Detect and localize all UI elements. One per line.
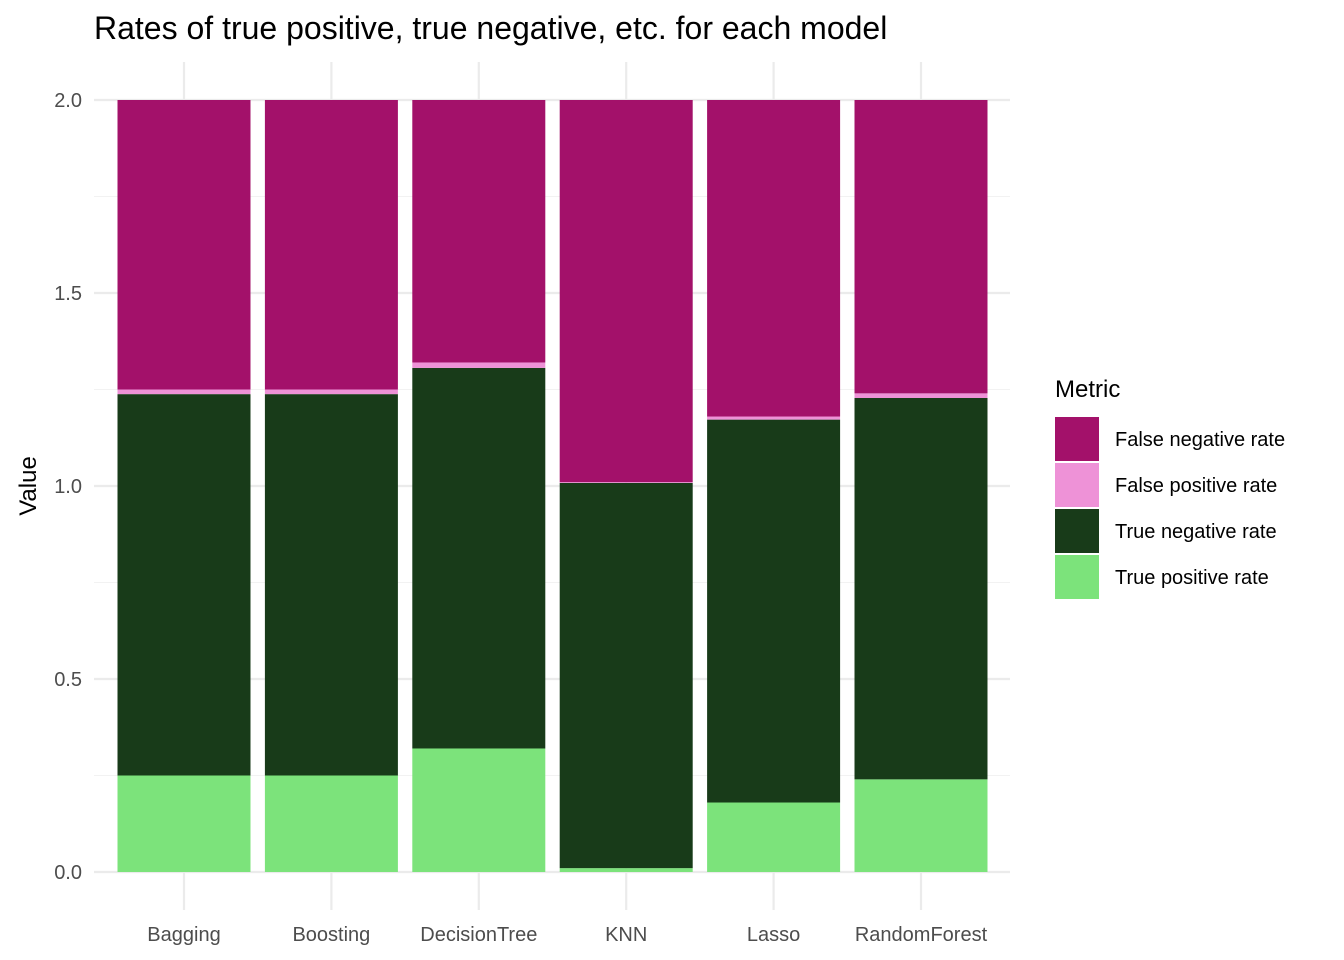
bar-segment-false-negative-rate bbox=[559, 100, 693, 483]
legend-key bbox=[1055, 509, 1099, 553]
bar-segment-true-negative-rate bbox=[264, 394, 398, 776]
x-axis-ticks: Bagging Boosting DecisionTree KNN Lasso Rando… bbox=[147, 924, 987, 946]
chart-title: Rates of true positive, true negative, e… bbox=[94, 10, 887, 46]
bar-segment-true-positive-rate bbox=[559, 868, 693, 872]
legend-label: False positive rate bbox=[1115, 475, 1277, 497]
bar-segment-false-negative-rate bbox=[854, 100, 988, 394]
bar-segment-true-positive-rate bbox=[117, 775, 251, 872]
y-axis-title: Value bbox=[15, 456, 42, 516]
bar-segment-true-negative-rate bbox=[412, 367, 546, 749]
legend-label: True negative rate bbox=[1115, 521, 1277, 543]
legend-key bbox=[1055, 463, 1099, 507]
bar-segment-true-negative-rate bbox=[117, 394, 251, 776]
legend-key bbox=[1055, 417, 1099, 461]
bar-segment-true-positive-rate bbox=[854, 779, 988, 872]
legend-label: True positive rate bbox=[1115, 567, 1269, 589]
bar-segment-false-negative-rate bbox=[707, 100, 841, 417]
bar-segment-true-negative-rate bbox=[854, 397, 988, 780]
bars bbox=[117, 100, 988, 872]
bar-segment-true-positive-rate bbox=[707, 802, 841, 872]
bar-segment-false-positive-rate bbox=[559, 482, 693, 483]
x-tick-label: Lasso bbox=[747, 924, 800, 946]
bar-segment-true-positive-rate bbox=[412, 748, 546, 872]
y-tick-label: 1.5 bbox=[54, 283, 82, 305]
bar-segment-false-negative-rate bbox=[264, 100, 398, 390]
x-tick-label: DecisionTree bbox=[420, 924, 537, 946]
bar-segment-false-positive-rate bbox=[117, 389, 251, 395]
y-axis-ticks: 0.0 0.5 1.0 1.5 2.0 bbox=[54, 90, 82, 884]
bar-segment-false-positive-rate bbox=[412, 362, 546, 368]
bar-segment-false-positive-rate bbox=[264, 389, 398, 395]
bar-segment-false-negative-rate bbox=[117, 100, 251, 390]
x-tick-label: KNN bbox=[605, 924, 647, 946]
bar-segment-false-positive-rate bbox=[707, 416, 841, 420]
legend-label: False negative rate bbox=[1115, 429, 1285, 451]
x-tick-label: Bagging bbox=[147, 924, 220, 946]
bar-segment-true-negative-rate bbox=[559, 482, 693, 869]
y-tick-label: 1.0 bbox=[54, 476, 82, 498]
y-tick-label: 2.0 bbox=[54, 90, 82, 112]
x-tick-label: RandomForest bbox=[855, 924, 988, 946]
x-tick-label: Boosting bbox=[292, 924, 370, 946]
y-tick-label: 0.0 bbox=[54, 862, 82, 884]
y-tick-label: 0.5 bbox=[54, 669, 82, 691]
bar-segment-true-negative-rate bbox=[707, 419, 841, 803]
bar-segment-false-positive-rate bbox=[854, 393, 988, 398]
legend: Metric False negative rate False positive… bbox=[1055, 376, 1285, 599]
legend-title: Metric bbox=[1055, 376, 1120, 403]
bar-segment-true-positive-rate bbox=[264, 775, 398, 872]
legend-key bbox=[1055, 555, 1099, 599]
bar-segment-false-negative-rate bbox=[412, 100, 546, 363]
